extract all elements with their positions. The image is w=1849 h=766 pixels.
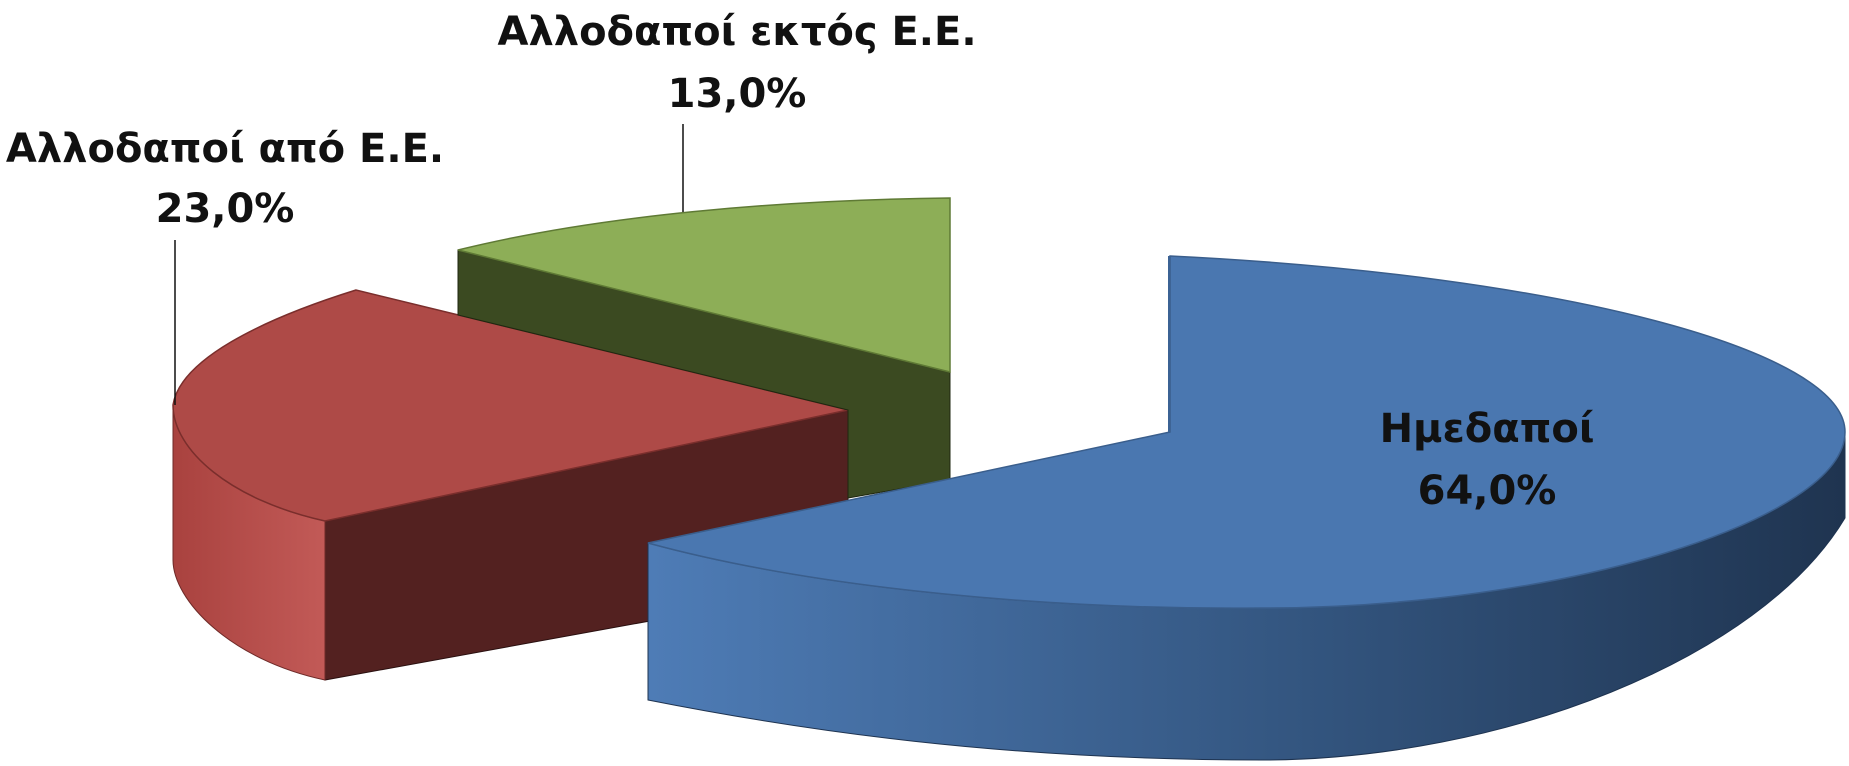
data-label-0: Ημεδαποί 64,0% (1380, 406, 1595, 514)
slice-0-top (647, 255, 1846, 609)
value-label: 23,0% (156, 186, 295, 232)
value-label: 64,0% (1418, 468, 1557, 514)
category-label: Αλλοδαποί από Ε.Ε. (6, 126, 444, 172)
pie-front-layer (647, 255, 1846, 761)
data-label-2: Αλλοδαποί εκτός Ε.Ε. 13,0% (497, 9, 976, 117)
pie-labels-layer: Ημεδαποί 64,0%Αλλοδαποί από Ε.Ε. 23,0%Αλλο… (6, 9, 1595, 514)
data-label-1: Αλλοδαποί από Ε.Ε. 23,0% (6, 126, 444, 232)
slice-2-top (457, 197, 951, 373)
slice-1-top (172, 289, 849, 522)
category-label: Αλλοδαποί εκτός Ε.Ε. (497, 9, 976, 55)
category-label: Ημεδαποί (1380, 406, 1595, 452)
value-label: 13,0% (668, 71, 807, 117)
pie-back-layer (172, 197, 951, 681)
slice-0-cut (1168, 256, 1170, 432)
